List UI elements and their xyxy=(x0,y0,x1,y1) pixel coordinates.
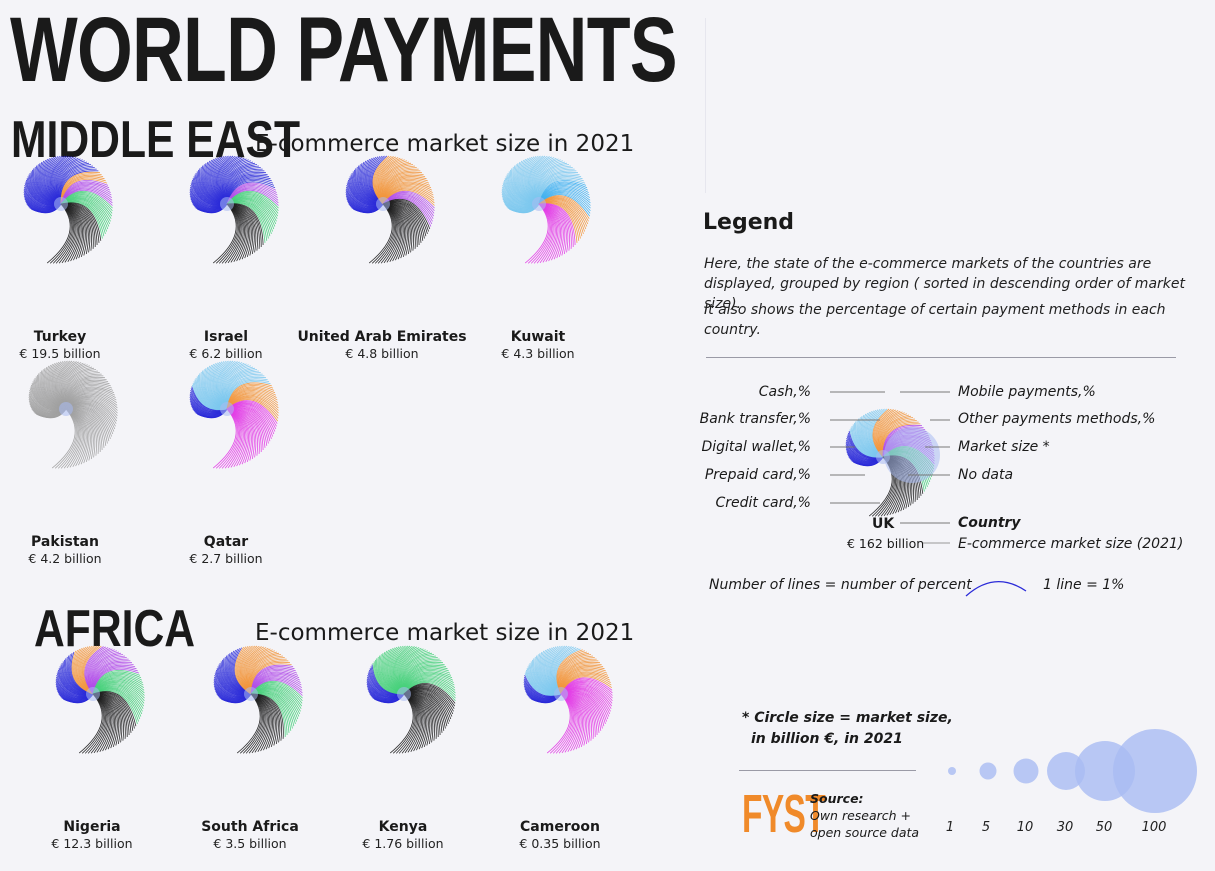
country-market-size: € 3.5 billion xyxy=(213,836,286,851)
country-chart-cameroon: Cameroon€ 0.35 billion xyxy=(519,645,613,851)
size-scale: 1 5 10 30 50 100 xyxy=(946,729,1197,835)
size-scale-circle xyxy=(1013,758,1039,784)
size-note-line-1: * Circle size = market size, xyxy=(742,710,953,726)
country-chart-qatar: Qatar€ 2.7 billion xyxy=(189,360,279,566)
legend-label-credit-card: Credit card,% xyxy=(715,495,811,511)
legend-line-unit: 1 line = 1% xyxy=(1043,577,1125,593)
legend-description-2: It also shows the percentage of certain … xyxy=(704,302,1166,338)
country-name: Kenya xyxy=(379,819,428,835)
one-line-example xyxy=(965,580,1027,597)
size-scale-label: 5 xyxy=(982,820,990,835)
country-market-size: € 12.3 billion xyxy=(51,836,132,851)
legend-label-no-data: No data xyxy=(958,467,1014,483)
country-market-size: € 0.35 billion xyxy=(519,836,600,851)
country-chart-pakistan: Pakistan€ 4.2 billion xyxy=(28,360,118,566)
size-scale-label: 100 xyxy=(1142,820,1167,835)
legend-label-digital-wallet: Digital wallet,% xyxy=(701,439,811,455)
country-chart-israel: Israel€ 6.2 billion xyxy=(189,155,279,361)
source-label: Source: xyxy=(810,791,864,806)
region-heading-middle-east: MIDDLE EAST xyxy=(11,111,301,169)
country-market-size: € 19.5 billion xyxy=(19,346,100,361)
size-scale-label: 50 xyxy=(1096,820,1113,835)
country-market-size: € 4.2 billion xyxy=(28,551,101,566)
size-scale-label: 10 xyxy=(1017,820,1034,835)
country-market-size: € 2.7 billion xyxy=(189,551,262,566)
legend-label-prepaid-card: Prepaid card,% xyxy=(704,467,811,483)
legend-example-country: UK xyxy=(872,516,895,532)
country-chart-turkey: Turkey€ 19.5 billion xyxy=(19,155,113,361)
legend-label-bank-transfer: Bank transfer,% xyxy=(699,411,811,427)
country-name: Pakistan xyxy=(31,534,99,550)
country-name: United Arab Emirates xyxy=(297,329,466,345)
country-chart-kenya: Kenya€ 1.76 billion xyxy=(362,645,456,851)
size-scale-circle xyxy=(948,767,956,775)
source-divider xyxy=(739,770,916,771)
country-market-size: € 4.3 billion xyxy=(501,346,574,361)
country-market-size: € 1.76 billion xyxy=(362,836,443,851)
legend-label-other-payments: Other payments methods,% xyxy=(958,411,1156,427)
country-name: Israel xyxy=(204,329,248,345)
size-scale-label: 30 xyxy=(1057,820,1074,835)
size-scale-circle xyxy=(1113,729,1197,813)
legend-example-value: € 162 billion xyxy=(847,536,925,551)
legend-lines-note: Number of lines = number of percent xyxy=(709,577,972,593)
country-name: Qatar xyxy=(204,534,248,550)
legend-title: Legend xyxy=(703,210,795,235)
legend-label-market-size: Market size * xyxy=(958,439,1050,455)
region-heading-africa: AFRICA xyxy=(34,600,196,658)
size-note-line-2: in billion €, in 2021 xyxy=(751,731,903,747)
country-market-size: € 4.8 billion xyxy=(345,346,418,361)
source-text: Own research + open source data xyxy=(810,808,920,840)
legend-label-cash: Cash,% xyxy=(758,384,811,400)
country-market-size: € 6.2 billion xyxy=(189,346,262,361)
fyst-logo: FYST xyxy=(742,784,826,844)
country-name: Cameroon xyxy=(520,819,600,835)
legend-diagram xyxy=(830,391,1027,597)
country-name: Nigeria xyxy=(63,819,120,835)
legend-description: Here, the state of the e-commerce market… xyxy=(704,256,1185,312)
region-subtitle-africa: E-commerce market size in 2021 xyxy=(255,620,635,646)
country-chart-kuwait: Kuwait€ 4.3 billion xyxy=(501,155,591,361)
country-chart-nigeria: Nigeria€ 12.3 billion xyxy=(51,645,145,851)
legend-label-mobile-payments: Mobile payments,% xyxy=(958,384,1096,400)
legend-market-size-circle xyxy=(884,427,940,483)
country-chart-united-arab-emirates: United Arab Emirates€ 4.8 billion xyxy=(297,155,467,361)
country-name: Kuwait xyxy=(511,329,566,345)
legend-label-country: Country xyxy=(958,515,1021,531)
region-subtitle-middle-east: E-commerce market size in 2021 xyxy=(255,131,635,157)
country-name: South Africa xyxy=(201,819,299,835)
page-title: WORLD PAYMENTS xyxy=(10,0,678,101)
size-note: * Circle size = market size, in billion … xyxy=(742,708,953,750)
legend-label-ecommerce-size: E-commerce market size (2021) xyxy=(958,536,1184,552)
size-scale-circle xyxy=(979,762,997,780)
size-scale-label: 1 xyxy=(946,820,954,835)
legend-divider xyxy=(706,357,1176,358)
country-chart-south-africa: South Africa€ 3.5 billion xyxy=(201,645,303,851)
panel-divider xyxy=(705,18,706,193)
size-scale-circle xyxy=(1047,752,1085,790)
country-name: Turkey xyxy=(34,329,86,345)
